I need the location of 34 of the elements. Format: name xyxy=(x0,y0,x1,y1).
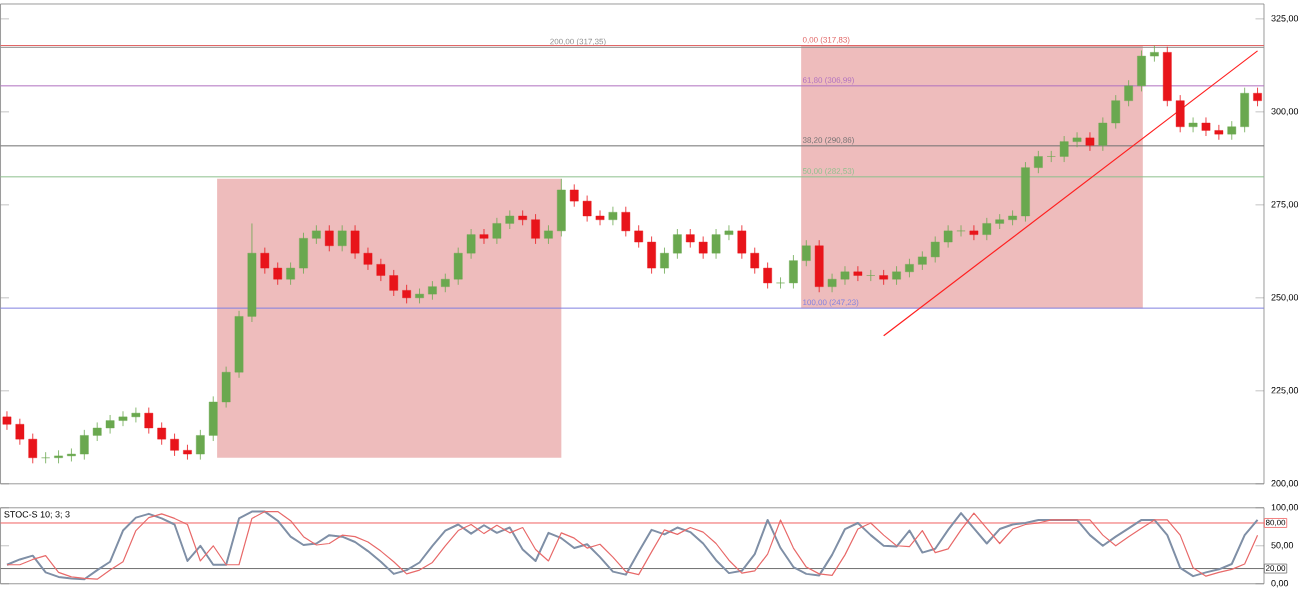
candlestick xyxy=(428,280,437,301)
candlestick xyxy=(1188,117,1198,133)
candlestick xyxy=(67,448,76,462)
candlestick xyxy=(170,433,179,457)
candlestick xyxy=(531,213,540,245)
candlestick xyxy=(647,236,656,275)
candlestick xyxy=(905,258,914,278)
candlestick xyxy=(969,225,979,241)
candlestick xyxy=(299,232,308,275)
candlestick xyxy=(286,262,295,286)
candlestick xyxy=(557,178,566,237)
candlestick xyxy=(54,450,63,464)
candlestick xyxy=(324,225,334,252)
candlestick xyxy=(1034,150,1043,174)
candlestick xyxy=(1085,132,1095,152)
candlestick xyxy=(1253,87,1262,107)
candlestick xyxy=(312,225,321,245)
candlestick xyxy=(660,247,669,275)
candlestick xyxy=(956,225,966,237)
candlestick xyxy=(673,228,682,260)
candlestick xyxy=(892,265,901,286)
candlestick xyxy=(801,239,811,267)
candlestick xyxy=(479,228,489,245)
candlestick xyxy=(853,265,863,282)
candlestick xyxy=(337,225,347,252)
candlestick xyxy=(608,206,618,226)
candlestick xyxy=(1137,50,1146,92)
candlestick xyxy=(41,451,50,464)
candlestick xyxy=(866,269,876,282)
candlestick xyxy=(789,254,798,290)
candlestick xyxy=(544,225,553,245)
candlestick xyxy=(814,239,824,293)
candlestick xyxy=(776,277,785,290)
candlestick xyxy=(1046,150,1056,163)
